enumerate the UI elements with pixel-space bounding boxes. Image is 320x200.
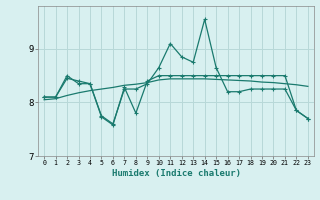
X-axis label: Humidex (Indice chaleur): Humidex (Indice chaleur) (111, 169, 241, 178)
